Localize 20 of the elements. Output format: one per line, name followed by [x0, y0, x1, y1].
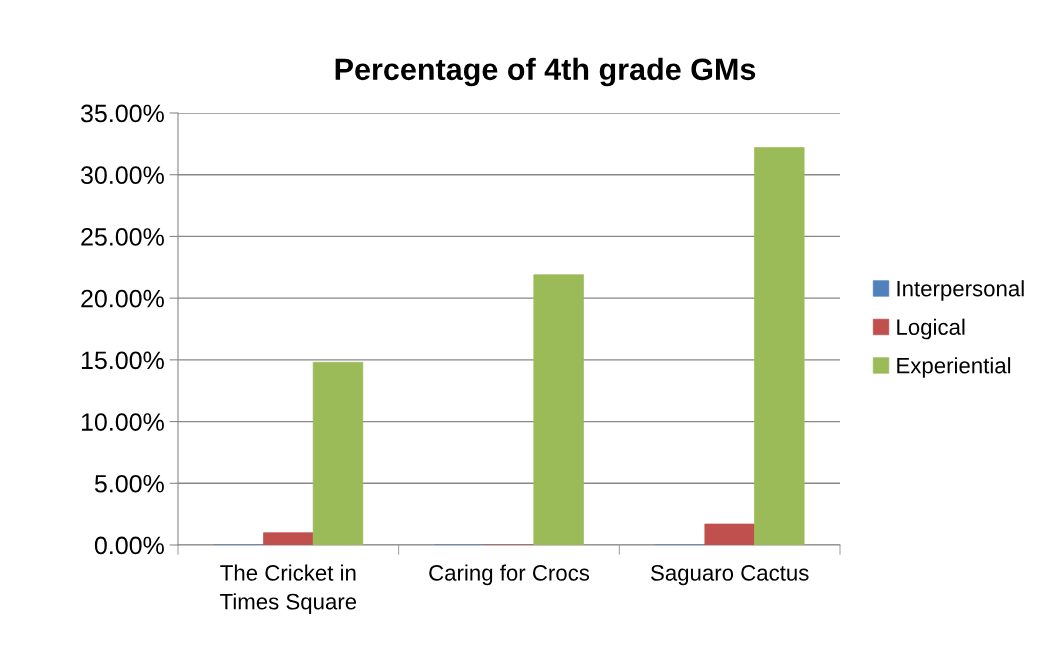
chart-title: Percentage of 4th grade GMs [335, 57, 756, 87]
legend-label: Experiential [897, 357, 1011, 378]
bar [704, 523, 755, 545]
bar [533, 274, 584, 545]
x-tick-label: Saguaro Cactus [651, 565, 809, 586]
bar [312, 361, 364, 545]
x-tick-label: Caring for Crocs [429, 564, 590, 586]
y-tick-label: 35.00% [80, 104, 164, 123]
x-tick-label: The Cricket in Times Square [220, 564, 357, 614]
y-tick-label: 5.00% [94, 474, 164, 493]
y-tick-label: 30.00% [80, 166, 164, 185]
y-tick-label: 10.00% [81, 413, 164, 431]
y-tick-label: 25.00% [81, 228, 164, 246]
bar [754, 147, 805, 545]
legend-label: Interpersonal [897, 280, 1024, 301]
y-tick-label: 20.00% [81, 289, 164, 308]
bar [263, 532, 314, 545]
legend-label: Logical [897, 318, 965, 340]
y-tick-label: 15.00% [81, 351, 164, 370]
y-tick-label: 0.00% [94, 536, 164, 555]
